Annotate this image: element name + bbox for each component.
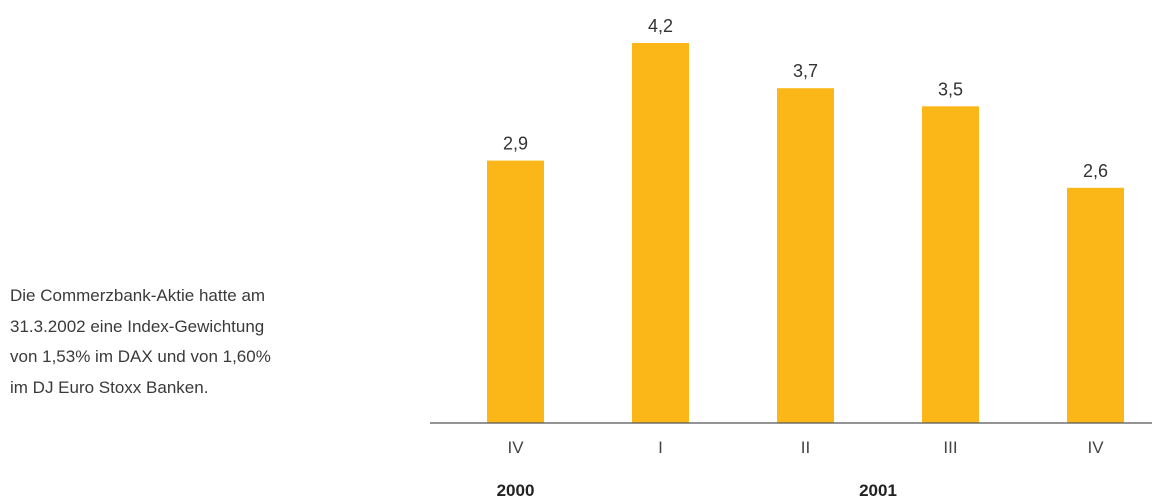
x-tick-label: IV	[1087, 438, 1104, 457]
bar	[777, 88, 834, 423]
note-line: 31.3.2002 eine Index-Gewichtung	[10, 316, 265, 336]
data-label: 2,6	[1083, 161, 1108, 181]
bar	[487, 160, 544, 423]
data-label: 3,7	[793, 61, 818, 81]
x-tick-label: II	[801, 438, 810, 457]
year-group-label: 2000	[497, 481, 535, 500]
bar	[922, 106, 979, 424]
x-tick-label: I	[658, 438, 663, 457]
note-line: im DJ Euro Stoxx Banken.	[10, 377, 209, 397]
data-label: 3,5	[938, 79, 963, 99]
bar	[1067, 187, 1124, 423]
note-line: Die Commerzbank-Aktie hatte am	[10, 286, 266, 305]
x-tick-label: III	[943, 438, 957, 457]
data-label: 4,2	[648, 16, 673, 36]
chart-note: Die Commerzbank-Aktie hatte am 31.3.2002…	[10, 281, 370, 403]
bar	[632, 43, 689, 423]
x-tick-label: IV	[507, 438, 524, 457]
data-label: 2,9	[503, 134, 528, 154]
year-group-label: 2001	[859, 481, 897, 500]
note-line: von 1,53% im DAX und von 1,60%	[10, 347, 271, 366]
